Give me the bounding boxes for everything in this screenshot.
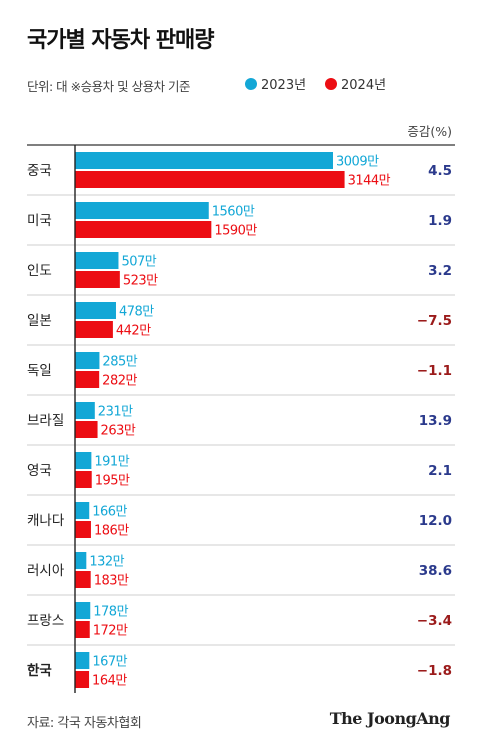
change-value: 1.9 [428,213,452,229]
bar-2023 [75,252,119,269]
category-label: 영국 [27,463,52,479]
data-label-2023: 132만 [89,555,124,570]
data-label-2023: 478만 [119,305,154,320]
bar-2024 [75,621,90,638]
source-note: 자료: 각국 자동차협회 [27,716,142,731]
bar-2024 [75,271,120,288]
change-value: 3.2 [428,263,452,279]
legend-dot-2024-icon [325,77,337,90]
category-label: 인도 [27,263,52,279]
change-column-header: 증감(%) [407,124,452,139]
data-label-2023: 507만 [121,255,156,270]
legend-dot-2023-icon [245,77,257,90]
data-label-2024: 3144만 [348,174,391,189]
bar-2023 [75,602,91,619]
change-value: 12.0 [419,513,452,529]
change-value: −1.8 [417,663,452,679]
bar-2023 [75,402,95,419]
legend-label-2023: 2023년 [261,78,307,93]
legend-item-2024: 2024년 [325,74,386,93]
category-label: 프랑스 [27,613,64,629]
data-label-2024: 172만 [93,624,128,639]
data-label-2023: 191만 [94,455,129,470]
data-label-2023: 285만 [102,355,137,370]
bar-2023 [75,502,90,519]
bar-2024 [75,371,100,388]
legend-label-2024: 2024년 [341,78,387,93]
bar-2023 [75,652,90,669]
data-label-2024: 263만 [101,424,136,439]
category-label: 캐나다 [27,513,65,529]
brand-logo: The JoongAng [329,709,451,728]
data-label-2023: 167만 [92,655,127,670]
data-label-2024: 195만 [95,474,130,489]
bar-2023 [75,452,92,469]
category-label: 중국 [27,163,52,179]
change-value: 4.5 [428,163,452,179]
legend-item-2023: 2023년 [245,74,306,93]
bar-2024 [75,421,98,438]
category-label: 러시아 [27,563,65,579]
change-value: 13.9 [419,413,452,429]
change-value: −1.1 [417,363,452,379]
bar-2024 [75,521,91,538]
category-label: 미국 [27,213,52,229]
bar-2024 [75,671,90,688]
change-value: 38.6 [419,563,452,579]
category-label: 일본 [27,313,52,329]
change-value: 2.1 [428,463,452,479]
data-label-2024: 164만 [92,674,127,689]
change-value: −7.5 [417,313,452,329]
bar-2023 [75,152,333,169]
change-value: −3.4 [417,613,452,629]
chart-subtitle: 단위: 대 ※승용차 및 상용차 기준 [27,79,191,94]
bar-2024 [75,571,91,588]
data-label-2024: 523만 [123,274,158,289]
data-label-2023: 166만 [92,505,127,520]
category-label: 브라질 [27,413,64,429]
data-label-2023: 231만 [98,405,133,420]
data-label-2023: 3009만 [336,155,379,170]
bar-2023 [75,202,209,219]
bar-2023 [75,352,100,369]
data-label-2023: 178만 [93,605,128,620]
bar-2024 [75,171,345,188]
data-label-2024: 442만 [116,324,151,339]
data-label-2024: 1590만 [214,224,257,239]
bar-2024 [75,221,212,238]
bar-2023 [75,552,87,569]
data-label-2023: 1560만 [212,205,255,220]
bar-2024 [75,321,113,338]
bar-2024 [75,471,92,488]
category-label: 한국 [27,663,52,679]
data-label-2024: 183만 [94,574,129,589]
data-label-2024: 282만 [102,374,137,389]
data-label-2024: 186만 [94,524,129,539]
chart-title: 국가별 자동차 판매량 [27,28,214,53]
category-label: 독일 [27,363,52,379]
bar-2023 [75,302,116,319]
